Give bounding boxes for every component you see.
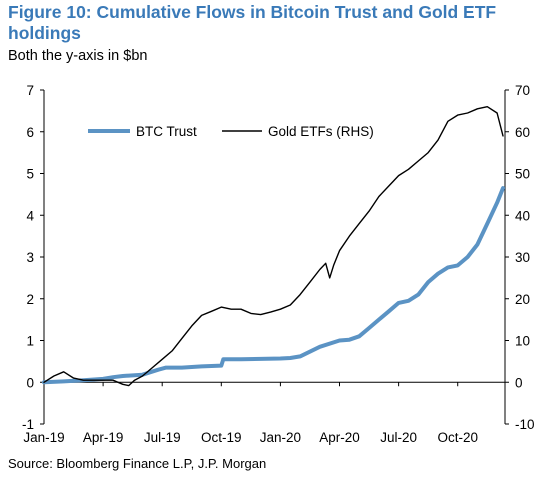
legend-label-btc: BTC Trust: [136, 124, 197, 139]
x-tick-label: Jul-20: [380, 430, 417, 445]
y-right-tick-label: 30: [515, 250, 530, 265]
btc-trust-line: [42, 186, 505, 385]
chart-series: [42, 105, 505, 387]
y-left-tick-label: 0: [26, 375, 34, 390]
legend-label-gold: Gold ETFs (RHS): [268, 124, 374, 139]
y-right-tick-label: 60: [515, 125, 530, 140]
gold-etf-line: [43, 105, 504, 387]
chart-subtitle: Both the y-axis in $bn: [8, 48, 148, 64]
chart-source: Source: Bloomberg Finance L.P, J.P. Morg…: [8, 456, 267, 471]
y-left-tick-label: 2: [26, 292, 34, 307]
x-tick-label: Oct-20: [437, 430, 478, 445]
y-left-tick-label: 4: [26, 208, 34, 223]
y-left-tick-label: 1: [26, 334, 34, 349]
x-tick-label: Jul-19: [144, 430, 181, 445]
x-tick-label: Jan-19: [23, 430, 64, 445]
y-right-tick-label: 20: [515, 292, 530, 307]
chart-legend: BTC Trust Gold ETFs (RHS): [88, 124, 374, 139]
y-left-tick-label: 6: [26, 125, 34, 140]
y-left-tick-label: 5: [26, 167, 34, 182]
x-tick-label: Jan-20: [260, 430, 301, 445]
y-left-tick-label: 7: [26, 83, 34, 98]
x-tick-label: Oct-19: [201, 430, 242, 445]
x-tick-label: Apr-20: [319, 430, 360, 445]
y-right-tick-label: 0: [515, 375, 523, 390]
y-right-tick-label: 10: [515, 334, 530, 349]
y-right-tick-label: -10: [515, 417, 535, 432]
y-right-tick-label: 50: [515, 167, 530, 182]
y-left-tick-label: 3: [26, 250, 34, 265]
y-right-tick-label: 40: [515, 208, 530, 223]
x-tick-label: Apr-19: [83, 430, 124, 445]
y-left-tick-label: -1: [22, 417, 34, 432]
chart-title: Figure 10: Cumulative Flows in Bitcoin T…: [8, 2, 497, 43]
y-right-tick-label: 70: [515, 83, 530, 98]
